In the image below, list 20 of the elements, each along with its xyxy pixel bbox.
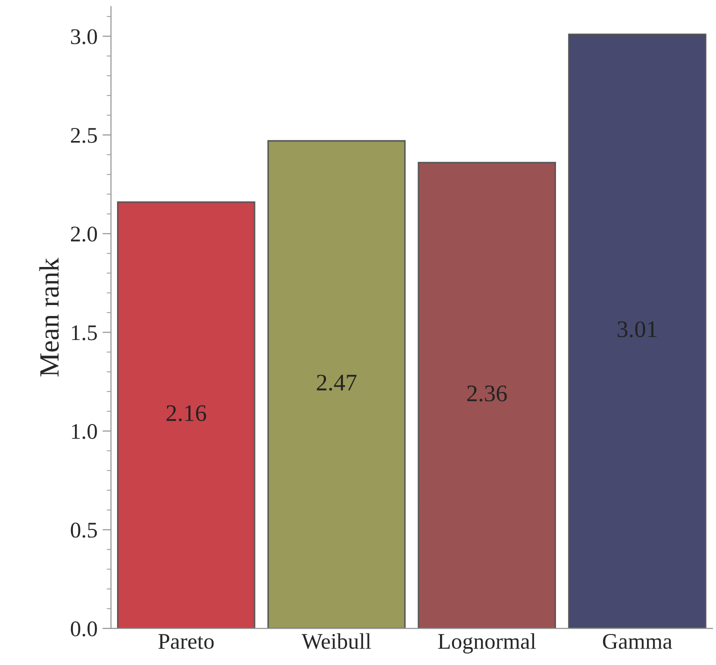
y-tick-label: 2.0 <box>70 226 97 242</box>
y-tick-label: 1.0 <box>72 424 97 440</box>
y-tick-label: 0.5 <box>70 522 97 538</box>
y-tick-label: 2.5 <box>70 128 97 143</box>
x-tick-label: Lognormal <box>438 633 536 654</box>
bar <box>117 201 256 628</box>
x-tick-label: Weibull <box>302 633 371 650</box>
x-tick-label: Gamma <box>602 634 672 649</box>
data-label: 2.16 <box>166 405 206 422</box>
y-tick-label: 3.0 <box>71 29 97 44</box>
data-label: 3.01 <box>618 321 656 338</box>
y-tick-label: 1.5 <box>72 325 97 340</box>
bar <box>267 140 406 628</box>
y-axis-title: Mean rank <box>39 258 59 377</box>
data-label: 2.47 <box>316 374 356 391</box>
data-label: 2.36 <box>467 386 507 402</box>
bar <box>568 34 706 628</box>
bar <box>418 162 556 628</box>
y-tick-label: 0.0 <box>70 621 97 636</box>
x-tick-label: Pareto <box>158 634 214 649</box>
